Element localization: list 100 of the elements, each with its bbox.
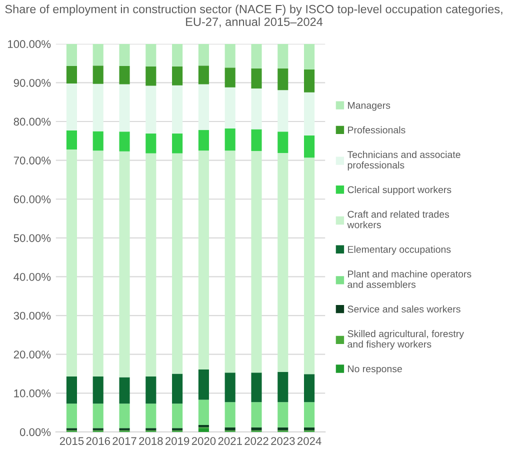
bar [66,44,77,66]
bar [92,376,104,404]
bar [304,402,315,428]
bar [251,402,262,428]
bar [66,130,77,150]
bar [251,68,262,89]
bar [304,135,315,158]
bar [66,376,77,404]
bar [304,427,315,430]
bar [278,372,288,402]
bar [172,85,183,134]
y-tick-label: 90.00% [14,78,51,87]
bar [224,150,236,373]
x-tick-label: 2023 [271,437,295,445]
bar [224,372,236,402]
bar [224,87,236,128]
bar [198,150,209,370]
y-tick-label: 0.00% [20,428,51,436]
legend-label: Skilled agricultural, forestry and fishery workers [348,330,464,350]
bar [251,372,262,402]
x-tick-label: 2019 [166,437,190,445]
bar [92,150,104,376]
bar [251,88,262,130]
bar [66,66,77,84]
bar [172,374,183,404]
legend-label: No response [348,365,402,374]
y-tick-label: 70.00% [14,156,51,164]
bar [146,44,156,66]
bar [224,128,236,151]
bar [146,66,156,86]
legend-label: Elementary occupations [348,246,451,255]
y-tick-label: 80.00% [14,118,51,126]
bar [92,44,104,66]
bar [66,149,77,376]
bar [146,153,156,376]
x-tick-label: 2022 [244,437,268,445]
bar [66,404,77,428]
bar [224,68,236,88]
bar [251,129,262,151]
bar [92,66,104,84]
bar [119,151,130,378]
bar [278,132,288,153]
bar [251,151,262,373]
bar [92,131,104,151]
x-tick-label: 2016 [86,437,110,445]
y-tick-label: 50.00% [14,234,51,242]
bar [278,152,288,372]
y-tick-label: 40.00% [14,273,51,281]
bar [278,427,288,430]
bar [198,400,209,425]
bar [198,84,209,130]
x-tick-label: 2024 [297,437,322,445]
x-tick-label: 2017 [112,437,136,445]
legend-label: Plant and machine operators and assemblers [348,270,472,288]
bar [119,66,130,84]
bar [224,427,236,430]
bar [304,92,315,136]
chart-title: Share of employment in construction sector (NACE F) by ISCO top-level occupation categories, EU-27, annual 2015–2024 [5,4,502,28]
legend-label: Service and sales workers [348,305,460,313]
x-tick-label: 2018 [139,437,163,445]
bar [251,44,262,68]
y-tick-label: 20.00% [14,350,51,358]
bar [92,84,104,132]
bar [278,44,288,68]
bar [198,66,209,84]
bar [224,402,236,428]
bar [198,130,209,151]
bar [304,374,315,402]
legend-label: Managers [348,102,390,111]
legend-label: Craft and related trades workers [347,210,450,228]
bar [278,68,288,90]
bar [92,404,104,428]
bar [146,86,156,134]
bar [172,134,183,154]
legend-label: Technicians and associate professionals [347,150,460,170]
bar [304,70,315,92]
bar [146,376,156,404]
bar [278,90,288,132]
bar [146,134,156,154]
bar [198,369,209,400]
x-tick-label: 2015 [60,437,84,445]
bar [198,428,209,432]
bar [172,66,183,86]
y-tick-label: 60.00% [14,195,51,204]
bar [119,404,130,428]
bar [304,158,315,374]
bar [172,44,183,66]
bar [304,44,315,70]
bar [146,404,156,428]
bar [224,44,236,68]
bar [119,44,130,66]
bar [198,424,209,428]
y-tick-label: 10.00% [14,389,51,398]
x-tick-label: 2021 [218,437,242,445]
bar [172,404,183,428]
bar [119,377,130,404]
bar [251,427,262,430]
bar [198,44,209,66]
legend-label: Clerical support workers [348,186,452,196]
bar [66,83,77,130]
